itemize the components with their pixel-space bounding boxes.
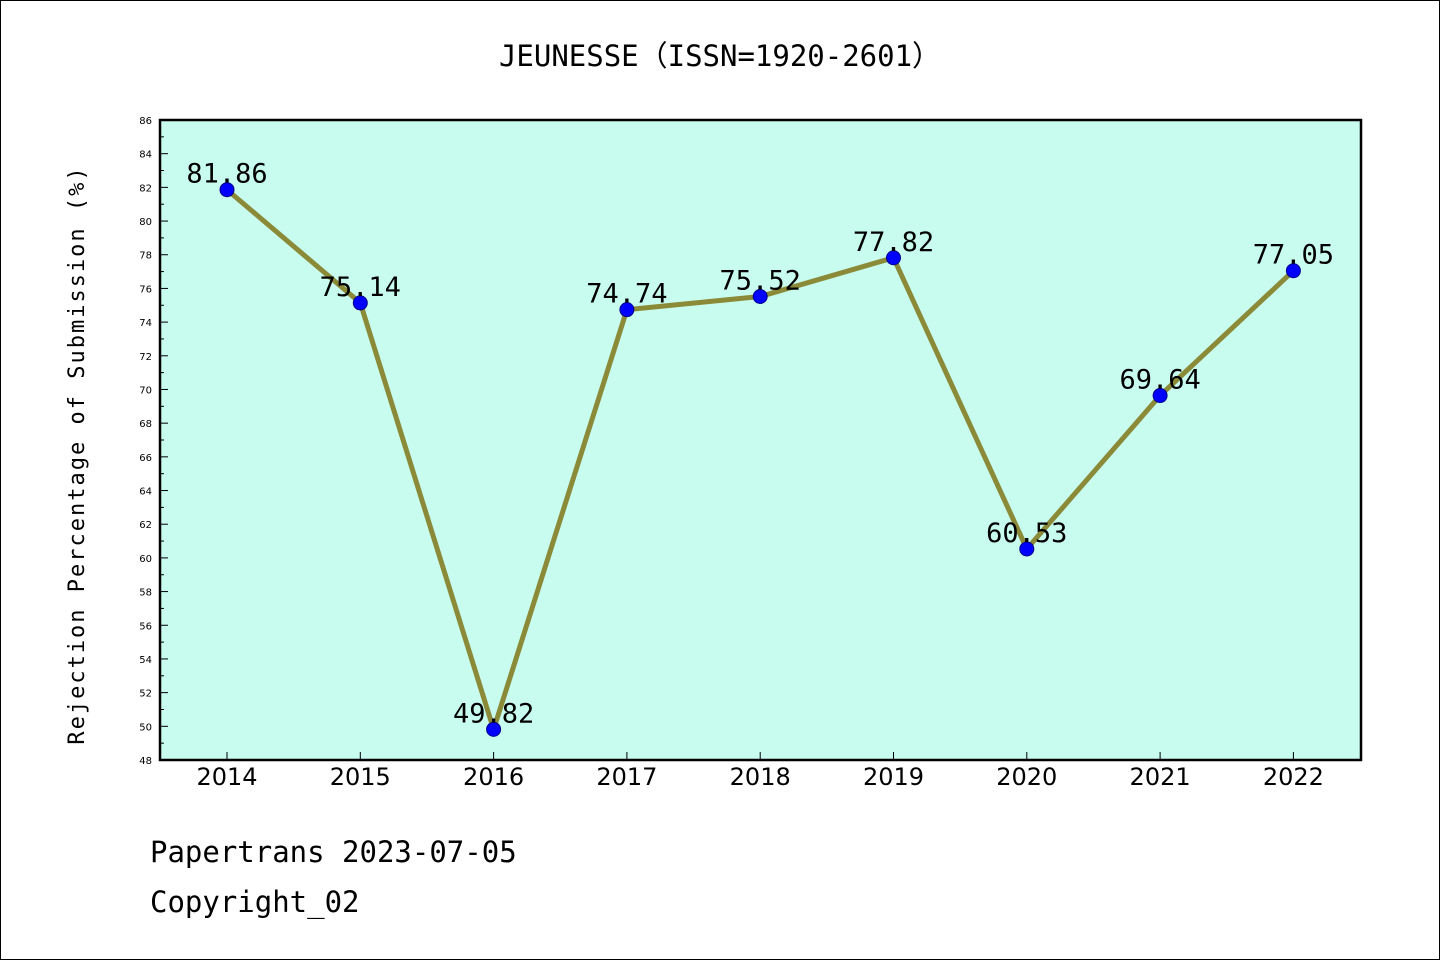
data-point [1019, 541, 1035, 557]
x-tick-label: 2022 [1263, 763, 1324, 791]
y-tick-label: 86 [139, 116, 152, 127]
x-tick-label: 2019 [863, 763, 924, 791]
y-tick-label: 58 [139, 588, 152, 599]
x-axis: 2014 2015 2016 2017 2018 2019 2020 2021 2022 [196, 752, 1324, 791]
y-tick-label: 84 [139, 150, 152, 161]
data-point [1152, 388, 1168, 404]
series-layer [219, 182, 1301, 737]
x-tick-label: 2018 [730, 763, 791, 791]
y-tick-label: 70 [139, 385, 152, 396]
data-point [1285, 263, 1301, 279]
y-tick-label: 62 [139, 520, 152, 531]
data-point [619, 302, 635, 318]
x-tick-label: 2015 [330, 763, 391, 791]
data-point [886, 250, 901, 266]
data-point [752, 289, 768, 305]
data-label: 75.14 [320, 272, 401, 303]
y-tick-label: 60 [139, 554, 152, 565]
y-tick-label: 50 [139, 722, 152, 733]
y-tick-label: 76 [139, 284, 152, 295]
chart-title: JEUNESSE（ISSN=1920-2601） [499, 39, 941, 73]
y-tick-label: 68 [139, 419, 152, 430]
data-point [219, 182, 235, 198]
data-label: 69.64 [1119, 365, 1200, 396]
x-tick-label: 2014 [196, 763, 257, 791]
x-tick-label: 2016 [463, 763, 524, 791]
y-tick-label: 72 [139, 352, 152, 363]
plot-area [158, 118, 1363, 762]
y-tick-label: 54 [139, 655, 152, 666]
footer-date: Papertrans 2023-07-05 [150, 835, 517, 869]
y-tick-label: 64 [139, 487, 152, 498]
data-point [352, 295, 368, 311]
y-tick-label: 52 [139, 689, 152, 700]
data-label: 77.82 [853, 227, 934, 258]
y-tick-label: 78 [139, 251, 152, 262]
data-label: 74.74 [586, 279, 667, 310]
y-tick-label: 74 [139, 318, 152, 329]
footer-copyright: Copyright_02 [150, 885, 360, 919]
y-axis: 48 50 52 54 56 58 60 62 64 66 68 70 72 74 76 78 80 82 84 86 [139, 116, 168, 767]
y-tick-label: 80 [139, 217, 152, 228]
data-label: 60.53 [986, 518, 1067, 549]
data-labels: 81.86 75.14 49.82 74.74 75.52 77.82 60.53 69.64… [186, 159, 1334, 730]
data-point [486, 721, 502, 737]
y-tick-label: 48 [139, 756, 152, 767]
y-tick-label: 56 [139, 621, 152, 632]
y-tick-label: 66 [139, 453, 152, 464]
x-tick-label: 2017 [596, 763, 657, 791]
x-tick-label: 2021 [1130, 763, 1191, 791]
data-label: 81.86 [186, 159, 267, 190]
y-axis-label: Rejection Percentage of Submission (%) [65, 165, 90, 744]
data-label: 49.82 [453, 698, 534, 729]
data-label: 77.05 [1253, 240, 1334, 271]
x-tick-label: 2020 [996, 763, 1057, 791]
data-label: 75.52 [720, 266, 801, 297]
y-tick-label: 82 [139, 183, 152, 194]
